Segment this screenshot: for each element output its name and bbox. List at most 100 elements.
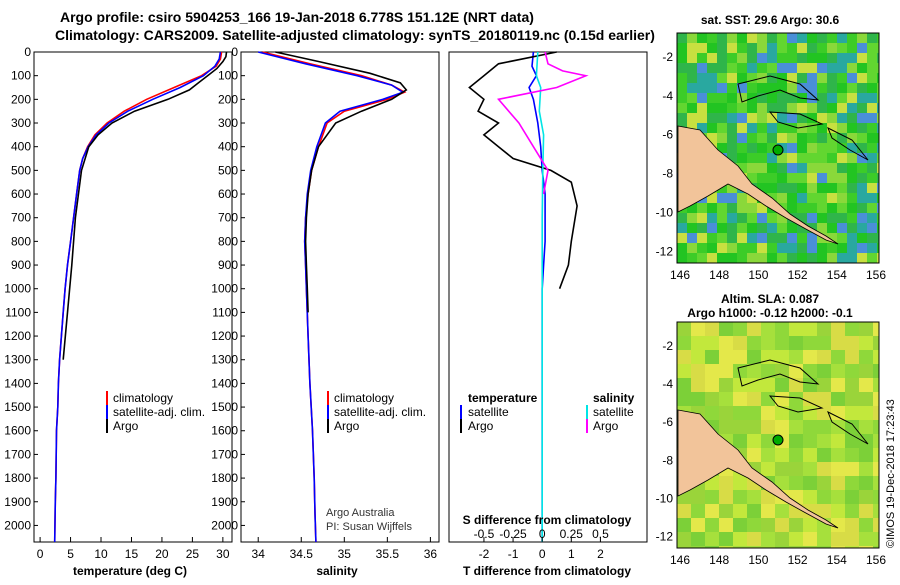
tdiff-tick-label: 2 xyxy=(597,547,604,561)
map-cell xyxy=(757,253,767,263)
map-cell xyxy=(857,163,867,173)
map-cell xyxy=(857,73,867,83)
map-cell xyxy=(859,322,873,336)
legend-satellite-label: satellite-adj. clim. xyxy=(113,405,205,419)
map-cell xyxy=(757,53,767,63)
map-cell xyxy=(877,83,879,93)
map-cell xyxy=(847,183,857,193)
map-lat-label: -12 xyxy=(656,244,674,258)
map-cell xyxy=(733,490,747,504)
map-cell xyxy=(837,43,847,53)
map-cell xyxy=(733,406,747,420)
map-cell xyxy=(803,350,817,364)
map-lat-label: -2 xyxy=(662,339,673,353)
salinity-axes xyxy=(240,51,440,543)
map-cell xyxy=(761,392,775,406)
map-cell xyxy=(687,223,697,233)
map-cell xyxy=(817,462,831,476)
legend-argo-label: Argo xyxy=(334,419,360,433)
map-cell xyxy=(803,364,817,378)
map-cell xyxy=(873,420,879,434)
map-cell xyxy=(677,213,687,223)
map-cell xyxy=(789,546,803,548)
map-cell xyxy=(757,113,767,123)
map-cell xyxy=(877,93,879,103)
map-cell xyxy=(797,223,807,233)
map-cell xyxy=(797,83,807,93)
map-cell xyxy=(807,133,817,143)
map-cell xyxy=(761,448,775,462)
map-cell xyxy=(761,434,775,448)
depth-tick-label: 400 xyxy=(218,140,238,154)
map-cell xyxy=(857,183,867,193)
map-cell xyxy=(827,203,837,213)
map-cell xyxy=(733,476,747,490)
map-cell xyxy=(737,43,747,53)
map-cell xyxy=(777,253,787,263)
map-cell xyxy=(691,336,705,350)
map-cell xyxy=(775,504,789,518)
map-cell xyxy=(697,113,707,123)
map-cell xyxy=(733,392,747,406)
map-cell xyxy=(807,53,817,63)
map-cell xyxy=(831,448,845,462)
map-cell xyxy=(873,322,879,336)
map-cell xyxy=(767,43,777,53)
depth-tick-label: 400 xyxy=(11,140,31,154)
map-cell xyxy=(787,113,797,123)
map-cell xyxy=(789,336,803,350)
tdiff-tick-label: -2 xyxy=(479,547,490,561)
map-cell xyxy=(831,336,845,350)
map-cell xyxy=(719,392,733,406)
map-cell xyxy=(859,532,873,546)
map-cell xyxy=(837,143,847,153)
map-cell xyxy=(697,123,707,133)
map-cell xyxy=(827,53,837,63)
map-cell xyxy=(837,213,847,223)
depth-tick-label: 1600 xyxy=(4,424,31,438)
map-cell xyxy=(697,53,707,63)
map-cell xyxy=(817,63,827,73)
map-cell xyxy=(717,33,727,43)
map-cell xyxy=(859,462,873,476)
depth-tick-label: 0 xyxy=(24,45,31,59)
map-cell xyxy=(817,43,827,53)
map-cell xyxy=(705,406,719,420)
map-cell xyxy=(747,203,757,213)
map-cell xyxy=(777,123,787,133)
map-cell xyxy=(857,143,867,153)
map-cell xyxy=(803,448,817,462)
map-cell xyxy=(705,350,719,364)
map-cell xyxy=(817,364,831,378)
map-cell xyxy=(845,378,859,392)
map-cell xyxy=(687,253,697,263)
map-cell xyxy=(767,253,777,263)
map-cell xyxy=(817,448,831,462)
map-cell xyxy=(797,103,807,113)
map-cell xyxy=(747,546,761,548)
map-cell xyxy=(697,93,707,103)
temperature-tick-label: 10 xyxy=(94,547,108,561)
temperature-tick-label: 20 xyxy=(155,547,169,561)
map-cell xyxy=(867,203,877,213)
map-cell xyxy=(803,518,817,532)
map-cell xyxy=(797,113,807,123)
map-cell xyxy=(757,103,767,113)
map-cell xyxy=(737,203,747,213)
map-cell xyxy=(797,163,807,173)
land-new-guinea xyxy=(677,125,839,245)
map-cell xyxy=(787,63,797,73)
map-cell xyxy=(747,233,757,243)
map-cell xyxy=(817,322,831,336)
map-cell xyxy=(817,33,827,43)
map-cell xyxy=(733,336,747,350)
depth-tick-label: 1000 xyxy=(4,282,31,296)
map-cell xyxy=(691,504,705,518)
map-cell xyxy=(705,546,719,548)
map-cell xyxy=(717,93,727,103)
coast-bougainville xyxy=(827,410,869,445)
map-cell xyxy=(719,504,733,518)
map-cell xyxy=(817,223,827,233)
map-cell xyxy=(831,518,845,532)
map-cell xyxy=(867,213,877,223)
